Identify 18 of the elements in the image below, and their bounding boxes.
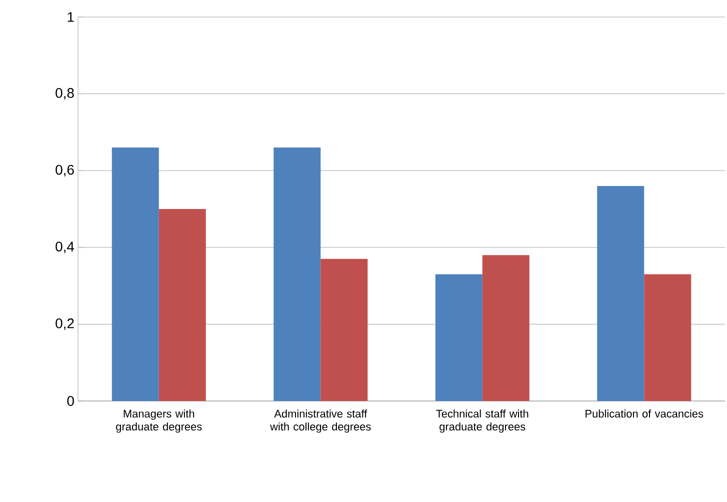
bar [597,186,644,401]
x-tick-label: Administrative staff with college degrees [270,410,371,433]
bar [112,148,159,401]
y-tick-label: 0,6 [56,164,74,176]
y-tick-label: 0,2 [56,318,74,330]
bar [320,258,368,401]
x-tick-label: Publication of vacancies [586,410,704,418]
y-tick-label: 1 [68,12,74,22]
x-tick-label: Managers with graduate degrees [116,410,202,433]
bar [482,255,530,401]
bar [274,148,321,401]
bar [158,208,206,401]
bar [644,274,692,401]
bar [435,274,482,401]
y-tick-label: 0 [67,396,74,406]
x-tick-label: Technical staff with graduate degrees [436,410,528,433]
y-tick-label: 0,4 [56,242,74,254]
y-tick-label: 0,8 [56,88,74,100]
